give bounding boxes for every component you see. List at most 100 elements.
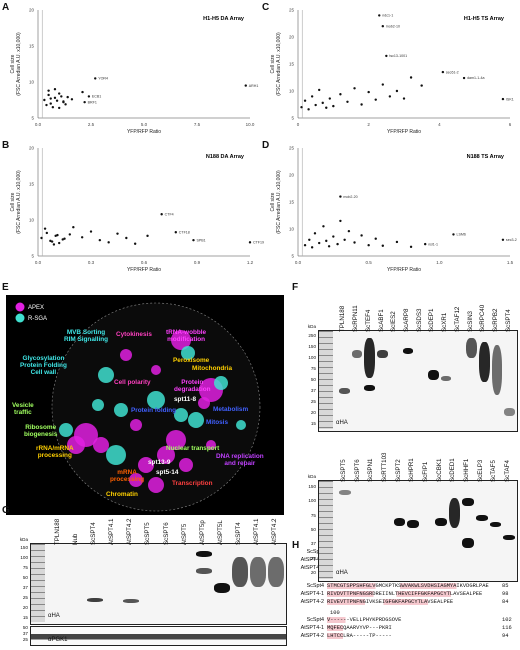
lane-label: ScRTT103 bbox=[380, 452, 388, 482]
data-point-c bbox=[310, 95, 314, 98]
lane-label: ScTEF4 bbox=[364, 309, 372, 332]
alignment-seq-name: AtSPT4-1 bbox=[300, 591, 324, 597]
protein-band bbox=[402, 348, 414, 354]
data-point-a bbox=[47, 93, 50, 97]
lane-label: ScIES2 bbox=[390, 311, 398, 332]
data-point-d bbox=[381, 244, 384, 247]
point-label-c: ndc1-1 bbox=[382, 14, 393, 18]
lane-label: ScTAF4 bbox=[504, 460, 512, 482]
alignment-sequence: V------VELLPHYKPRDGSOVE bbox=[327, 617, 402, 623]
pgk1-strip bbox=[30, 626, 287, 646]
alignment-seq-name: ScSpt4 bbox=[306, 583, 324, 589]
protein-band bbox=[87, 598, 104, 602]
network-cluster bbox=[59, 423, 73, 437]
data-point-a bbox=[83, 100, 86, 104]
mw-marker: 50 bbox=[310, 377, 316, 382]
data-point-d bbox=[353, 241, 356, 244]
y-tick-d: 5 bbox=[291, 254, 294, 259]
blot-membrane bbox=[30, 543, 287, 625]
data-point-a bbox=[64, 103, 67, 106]
x-tick-c: 0 bbox=[297, 122, 300, 127]
network-cluster bbox=[120, 349, 132, 361]
mw-marker: 75 bbox=[310, 512, 316, 518]
data-point-d bbox=[327, 245, 331, 248]
y-tick-b: 10 bbox=[29, 218, 35, 223]
protein-band bbox=[466, 338, 477, 358]
network-legend: APEX R-SGA bbox=[15, 302, 47, 323]
scatter-a: H1-H5 DA Array 0.0 2.5 5.0 7.5 10.0 5 10 15 20 YFP… bbox=[0, 0, 258, 136]
x-tick-b: 0.9 bbox=[194, 260, 201, 265]
data-point-d bbox=[409, 245, 413, 249]
data-point-c bbox=[332, 104, 335, 108]
scatter-c-svg: H1-H5 TS Array 0 2 4 6 5 10 15 20 25 YFP/RFP Ratio… bbox=[270, 8, 514, 136]
y-tick-c: 15 bbox=[289, 62, 295, 67]
network-cluster-label: spt11-8 bbox=[174, 396, 197, 403]
y-tick-c: 10 bbox=[289, 89, 295, 94]
data-point-b bbox=[160, 213, 163, 216]
y-tick-c: 20 bbox=[289, 35, 295, 40]
point-label-b: CTF19 bbox=[253, 241, 264, 245]
point-label-d: LSM6 bbox=[456, 233, 465, 237]
alignment-seq-end: 85 bbox=[502, 583, 509, 589]
network-cluster bbox=[92, 399, 104, 411]
mw-ladder bbox=[31, 544, 45, 622]
x-tick-d: 0.0 bbox=[295, 260, 302, 265]
lane-label: ScSIN3 bbox=[466, 311, 474, 332]
data-point-b bbox=[192, 238, 195, 242]
y-tick-a: 5 bbox=[31, 116, 34, 121]
alignment-seq-name: AtSPT4-2 bbox=[300, 599, 324, 605]
data-point-c bbox=[420, 84, 423, 87]
alignment-seq-name: AtSPT4-1 bbox=[300, 557, 324, 563]
data-point-c bbox=[367, 90, 370, 94]
network-cluster-label: Metabolism bbox=[213, 406, 249, 413]
data-point-a bbox=[66, 95, 69, 99]
data-point-d bbox=[325, 239, 328, 243]
x-tick-a: 0.0 bbox=[35, 122, 42, 127]
data-point-a bbox=[47, 89, 50, 92]
lane-label: TPLN188 bbox=[54, 518, 62, 545]
lane-label: AtSPT4.2 bbox=[270, 518, 278, 545]
lane-label: ScHHF1 bbox=[463, 458, 471, 482]
data-point-c bbox=[303, 99, 307, 102]
protein-band bbox=[503, 535, 515, 540]
point-label-c: dam1-1-4a bbox=[467, 76, 484, 80]
y-tick-d: 15 bbox=[289, 200, 295, 205]
network-cluster-label: Ribosome biogenesis bbox=[24, 424, 58, 438]
data-point-a bbox=[45, 103, 48, 107]
data-point-c bbox=[409, 76, 413, 79]
alignment-seq-name: AtSPT4-2 bbox=[300, 565, 324, 571]
network-cluster bbox=[236, 420, 246, 430]
scatter-b: N188 DA Array 0.0 0.3 0.6 0.9 1.2 5 10 15 20 YFP/R… bbox=[0, 138, 264, 274]
legend-label: R-SGA bbox=[28, 316, 47, 322]
legend-swatch bbox=[15, 302, 25, 312]
mw-marker: 50 bbox=[310, 527, 316, 532]
data-point-d bbox=[501, 238, 505, 241]
data-point-a bbox=[43, 98, 46, 102]
network-cluster bbox=[147, 391, 165, 409]
mw-ladder bbox=[319, 481, 333, 579]
network-cluster-label: DNA replication and repair bbox=[216, 453, 264, 467]
data-point-b bbox=[125, 236, 128, 240]
y-axis-label-c: Cell size(FSC Arredian A.U. x10,000) bbox=[270, 32, 282, 96]
data-point-c bbox=[307, 108, 310, 111]
panel-letter-c: C bbox=[262, 2, 270, 13]
lane-label: ScSPT4 bbox=[504, 309, 512, 332]
network-cluster bbox=[166, 430, 186, 450]
x-tick-b: 0.3 bbox=[88, 260, 95, 265]
protein-band bbox=[491, 345, 503, 395]
scatter-a-svg: H1-H5 DA Array 0.0 2.5 5.0 7.5 10.0 5 10 15 20 YFP… bbox=[10, 8, 258, 136]
network-cluster bbox=[174, 408, 188, 422]
network-cluster bbox=[157, 446, 175, 464]
plot-title-c: H1-H5 TS Array bbox=[464, 16, 505, 22]
mw-marker: 150 bbox=[308, 484, 316, 490]
data-point-d bbox=[308, 238, 311, 241]
data-point-c bbox=[501, 97, 505, 101]
mw-marker: 20 bbox=[310, 569, 316, 575]
data-point-a bbox=[60, 95, 63, 98]
mw-marker: 15 bbox=[22, 615, 28, 620]
mw-marker: 25 bbox=[310, 555, 316, 561]
x-tick-c: 6 bbox=[509, 122, 512, 127]
network-cluster bbox=[138, 457, 154, 473]
lane-label: ScSPT5 bbox=[339, 459, 347, 482]
point-label-b: CTF18 bbox=[179, 230, 190, 234]
